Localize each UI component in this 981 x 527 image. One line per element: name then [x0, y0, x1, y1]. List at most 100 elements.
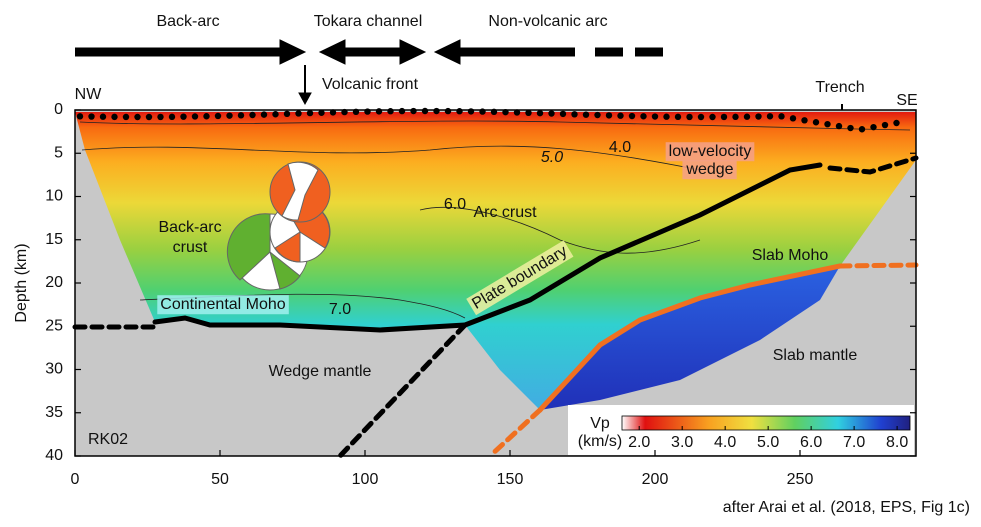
annotation: Wedge mantle [269, 363, 372, 380]
station [410, 108, 416, 114]
y-tick-label: 25 [45, 317, 63, 334]
annotation: Slab Moho [752, 247, 829, 264]
station [594, 112, 600, 118]
station [767, 113, 773, 119]
station [721, 114, 727, 120]
station [445, 108, 451, 114]
y-tick-label: 5 [54, 144, 63, 161]
station [169, 114, 175, 120]
station [215, 113, 221, 119]
y-tick-label: 10 [45, 188, 63, 205]
station [813, 119, 819, 125]
station [732, 114, 738, 120]
x-tick-label: 150 [497, 471, 524, 488]
station [744, 114, 750, 120]
y-tick-label: 40 [45, 447, 63, 464]
station [157, 114, 163, 120]
station [870, 124, 876, 130]
station [629, 113, 635, 119]
station [548, 110, 554, 116]
station [652, 113, 658, 119]
station [422, 108, 428, 114]
colorbar-tick-label: 3.0 [671, 434, 693, 451]
station [836, 123, 842, 129]
station [709, 114, 715, 120]
station [640, 113, 646, 119]
station [686, 114, 692, 120]
annotation: Tokara channel [314, 13, 423, 30]
station [146, 114, 152, 120]
annotation: Arc crust [473, 204, 537, 221]
colorbar-label: Vp [590, 415, 610, 432]
station [192, 113, 198, 119]
station [100, 114, 106, 120]
station [284, 111, 290, 117]
station [307, 110, 313, 116]
colorbar-tick-label: 6.0 [800, 434, 822, 451]
station [882, 122, 888, 128]
x-tick-label: 200 [642, 471, 669, 488]
annotation: Trench [815, 79, 864, 96]
annotation: Back-arc [156, 13, 219, 30]
station [617, 113, 623, 119]
station [261, 111, 267, 117]
station [893, 120, 899, 126]
y-tick-label: 30 [45, 361, 63, 378]
y-tick-label: 15 [45, 231, 63, 248]
station [698, 114, 704, 120]
annotation: Volcanic front [322, 76, 419, 93]
station [272, 111, 278, 117]
station [801, 117, 807, 123]
station [433, 108, 439, 114]
station [295, 110, 301, 116]
station [675, 114, 681, 120]
annotation: 4.0 [609, 139, 631, 156]
colorbar-tick-label: 5.0 [757, 434, 779, 451]
y-axis-label: Depth (km) [13, 243, 30, 322]
station [180, 113, 186, 119]
station [571, 111, 577, 117]
annotation: crust [173, 239, 208, 256]
station [387, 108, 393, 114]
station [399, 108, 405, 114]
colorbar-tick-label: 7.0 [843, 434, 865, 451]
station [77, 113, 83, 119]
station [847, 125, 853, 131]
x-tick-label: 100 [352, 471, 379, 488]
colorbar-unit: (km/s) [578, 433, 622, 450]
x-tick-label: 250 [787, 471, 814, 488]
annotation: Continental Moho [160, 296, 286, 313]
station [203, 113, 209, 119]
annotation: Slab mantle [773, 347, 858, 364]
station [790, 115, 796, 121]
colorbar-tick-label: 8.0 [886, 434, 908, 451]
station [859, 126, 865, 132]
colorbar-tick-label: 2.0 [628, 434, 650, 451]
station [606, 112, 612, 118]
y-tick-label: 0 [54, 101, 63, 118]
station [583, 111, 589, 117]
station [468, 108, 474, 114]
station [226, 112, 232, 118]
station [778, 113, 784, 119]
annotation: RK02 [88, 431, 128, 448]
station [755, 113, 761, 119]
x-tick-label: 50 [211, 471, 229, 488]
y-tick-label: 35 [45, 404, 63, 421]
station [88, 113, 94, 119]
annotation: wedge [685, 161, 733, 178]
station [824, 121, 830, 127]
y-tick-label: 20 [45, 274, 63, 291]
station [134, 114, 140, 120]
station [111, 114, 117, 120]
annotation: Back-arc [158, 219, 221, 236]
annotation: 7.0 [329, 301, 351, 318]
colorbar-tick-label: 4.0 [714, 434, 736, 451]
station [249, 112, 255, 118]
station [456, 108, 462, 114]
station [123, 114, 129, 120]
annotation: SE [896, 92, 917, 109]
annotation: NW [75, 86, 103, 103]
credit: after Arai et al. (2018, EPS, Fig 1c) [723, 499, 970, 516]
station [238, 112, 244, 118]
